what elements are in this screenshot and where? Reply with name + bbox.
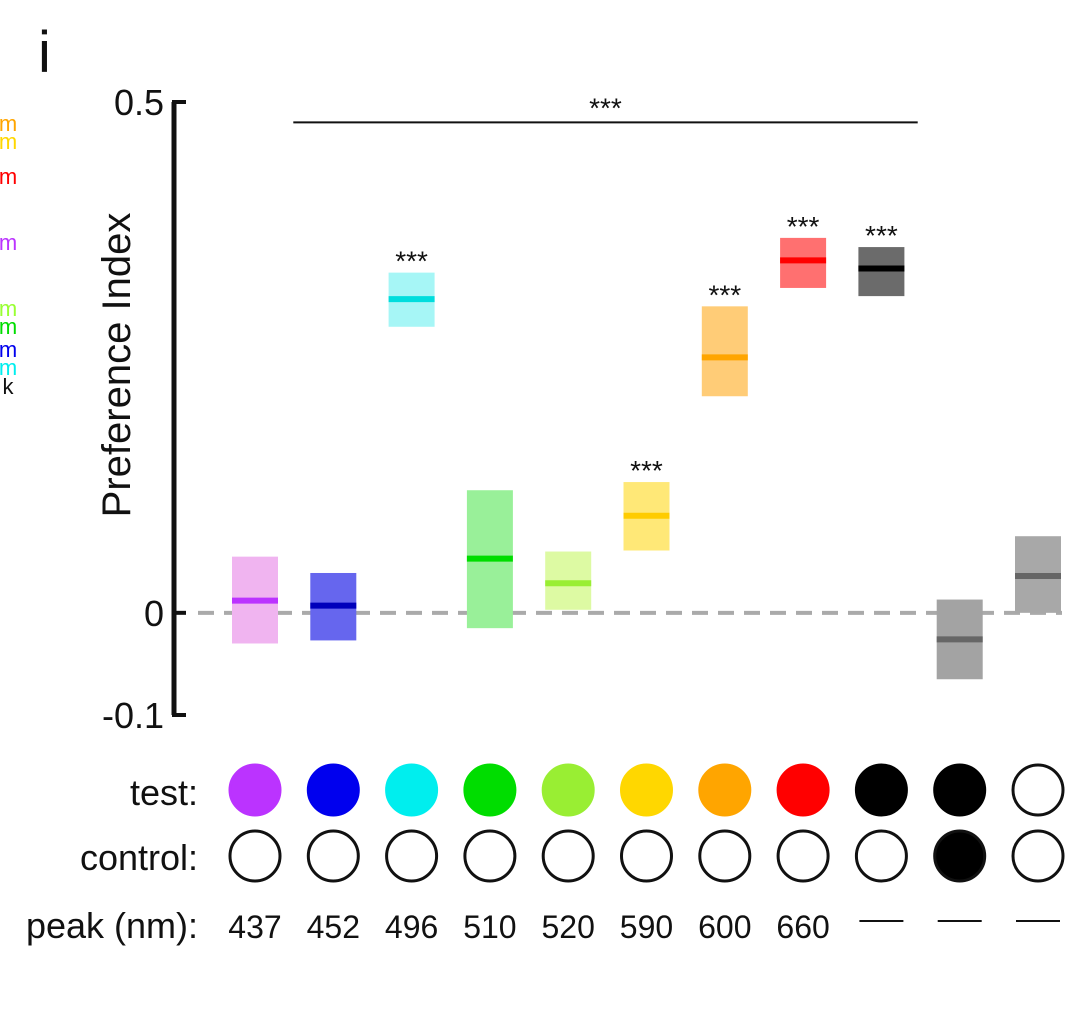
control-stimulus-9 bbox=[933, 829, 987, 883]
peak-label-6: 600 bbox=[698, 909, 751, 945]
overall-significance: *** bbox=[293, 92, 918, 124]
test-stimulus-8 bbox=[854, 763, 908, 817]
legend-fragment-8: k bbox=[3, 374, 15, 399]
test-stimulus-7 bbox=[776, 763, 830, 817]
significance-label-7: *** bbox=[787, 211, 820, 242]
overall-significance-label: *** bbox=[589, 92, 622, 123]
test-stimulus-4 bbox=[541, 763, 595, 817]
test-stimulus-9 bbox=[933, 763, 987, 817]
legend-fragment-3: m bbox=[0, 230, 17, 255]
legend-fragment-7: m bbox=[0, 355, 17, 380]
y-tick-label-0: 0.5 bbox=[114, 82, 164, 123]
control-stimulus-2 bbox=[385, 829, 439, 883]
y-tick-label-1: 0 bbox=[144, 593, 164, 634]
legend-fragment-1: m bbox=[0, 129, 17, 154]
peak-label-5: 590 bbox=[620, 909, 673, 945]
control-stimulus-6 bbox=[698, 829, 752, 883]
peak-label-7: 660 bbox=[776, 909, 829, 945]
control-stimulus-5 bbox=[620, 829, 673, 883]
legend-fragment-6: m bbox=[0, 337, 17, 362]
peak-label-0: 437 bbox=[228, 909, 281, 945]
significance-label-6: *** bbox=[708, 279, 741, 310]
peak-label-1: 452 bbox=[307, 909, 360, 945]
test-stimulus-3 bbox=[463, 763, 517, 817]
control-stimulus-3 bbox=[463, 829, 517, 883]
significance-label-8: *** bbox=[865, 220, 898, 251]
legend-fragment-2: m bbox=[0, 164, 17, 189]
peak-label-2: 496 bbox=[385, 909, 438, 945]
test-stimulus-0 bbox=[228, 763, 282, 817]
legend-fragment-0: m bbox=[0, 111, 17, 136]
control-stimulus-8 bbox=[854, 829, 908, 883]
test-stimulus-1 bbox=[306, 763, 360, 817]
control-stimulus-10 bbox=[1011, 829, 1065, 883]
test-stimulus-2 bbox=[385, 763, 439, 817]
stimulus-rows: 437 452 496 510 520 590 600 660 bbox=[228, 763, 1065, 945]
panel-label: i bbox=[38, 20, 51, 85]
test-row-label: test: bbox=[130, 772, 198, 813]
significance-label-5: *** bbox=[630, 455, 663, 486]
y-axis-label: Preference Index bbox=[95, 213, 139, 518]
control-stimulus-1 bbox=[306, 829, 360, 883]
box-6 bbox=[701, 306, 748, 397]
test-stimulus-6 bbox=[698, 763, 752, 817]
peak-label-3: 510 bbox=[463, 909, 516, 945]
control-stimulus-7 bbox=[776, 829, 830, 883]
y-axis: 0.5 0 -0.1 bbox=[102, 82, 186, 736]
control-stimulus-0 bbox=[228, 829, 282, 883]
legend-fragment-4: m bbox=[0, 296, 17, 321]
box-series: *** *** *** *** *** bbox=[232, 211, 1061, 680]
box-8 bbox=[858, 247, 905, 297]
peak-row-label: peak (nm): bbox=[26, 905, 198, 946]
test-stimulus-5 bbox=[620, 763, 673, 817]
legend-fragment-5: m bbox=[0, 314, 17, 339]
significance-label-2: *** bbox=[395, 246, 428, 277]
control-row-label: control: bbox=[80, 837, 198, 878]
control-stimulus-4 bbox=[541, 829, 595, 883]
y-tick-label-2: -0.1 bbox=[102, 695, 164, 736]
peak-label-4: 520 bbox=[542, 909, 595, 945]
test-stimulus-10 bbox=[1011, 763, 1065, 817]
